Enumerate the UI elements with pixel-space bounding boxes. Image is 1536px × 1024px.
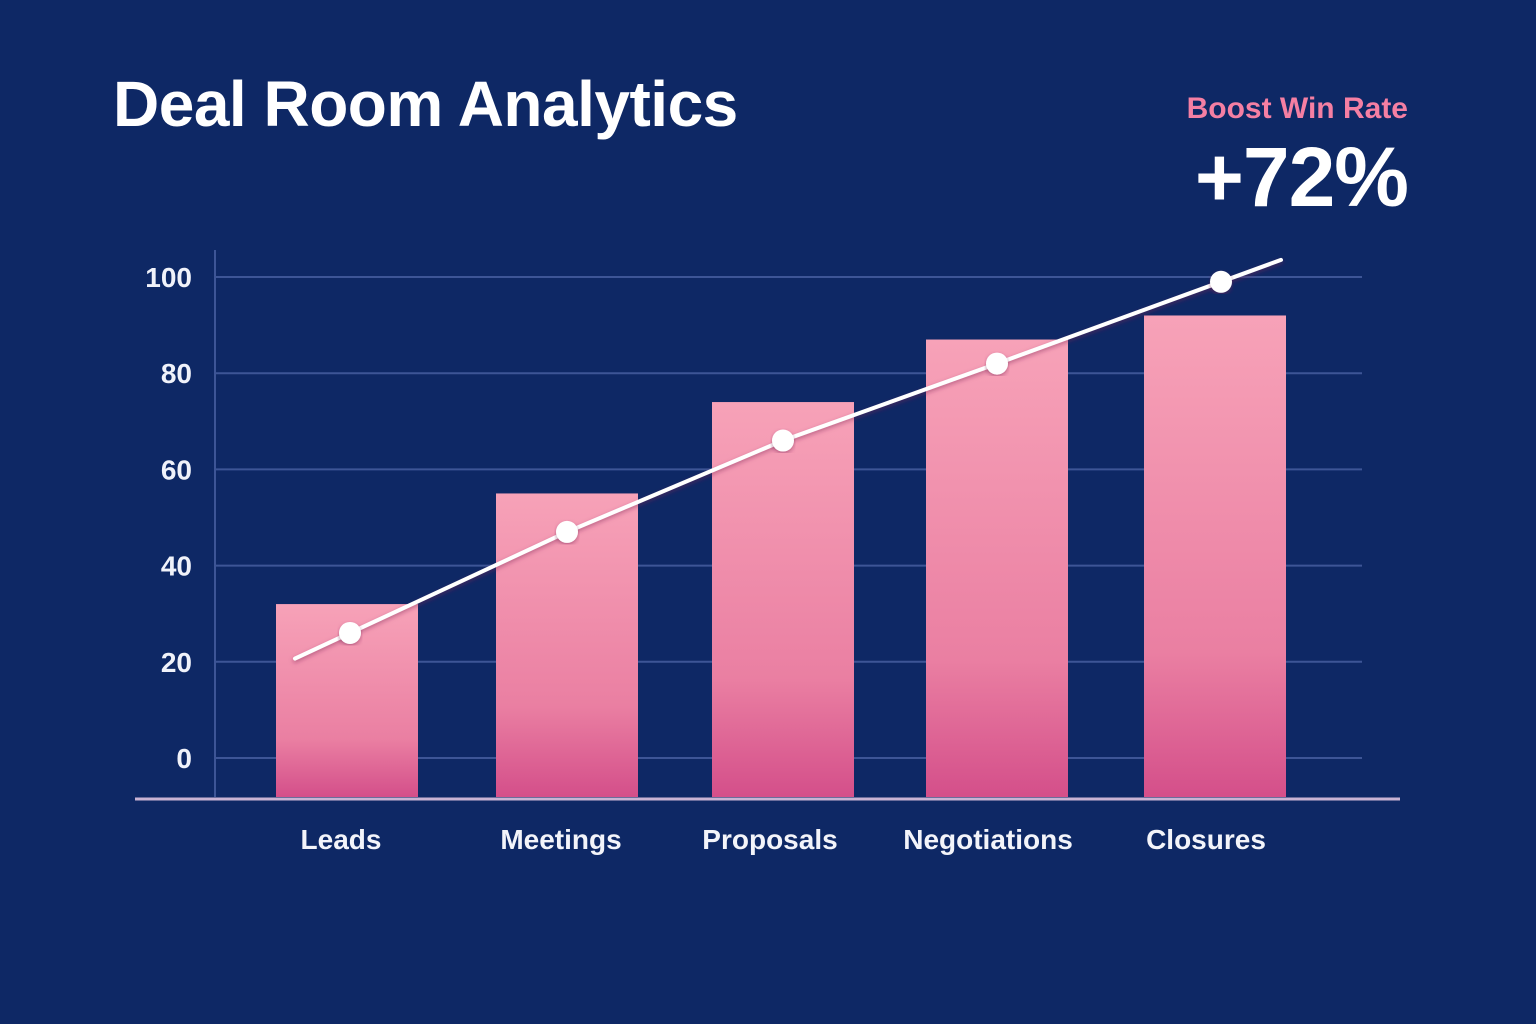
y-tick-label: 20: [161, 647, 192, 678]
x-tick-label: Meetings: [500, 824, 621, 855]
x-axis: Leads Meetings Proposals Negotiations Closur…: [135, 797, 1400, 855]
bar-closures: [1144, 315, 1286, 797]
bar-meetings: [496, 493, 638, 797]
trend-point: [772, 429, 794, 452]
y-tick-label: 0: [176, 743, 192, 774]
bars: [276, 315, 1286, 797]
x-tick-label: Leads: [301, 824, 382, 855]
trend-point: [1210, 270, 1232, 293]
trend-point: [556, 520, 578, 543]
page-title: Deal Room Analytics: [113, 68, 738, 140]
kpi-value: +72%: [1194, 130, 1409, 224]
y-axis: 0 20 40 60 80 100: [145, 250, 216, 797]
bar-negotiations: [926, 339, 1068, 797]
bar-proposals: [712, 402, 854, 797]
x-tick-label: Closures: [1146, 824, 1266, 855]
y-tick-label: 100: [145, 262, 192, 293]
x-tick-label: Proposals: [702, 824, 837, 855]
kpi-card: Boost Win Rate +72%: [1186, 92, 1409, 224]
trend-line: [293, 257, 1283, 661]
trend-point: [986, 352, 1008, 375]
kpi-label: Boost Win Rate: [1186, 92, 1408, 125]
y-tick-label: 40: [161, 551, 192, 582]
y-tick-label: 80: [161, 358, 192, 389]
x-tick-label: Negotiations: [903, 824, 1073, 855]
y-tick-label: 60: [161, 454, 192, 485]
trend-point: [339, 621, 361, 644]
